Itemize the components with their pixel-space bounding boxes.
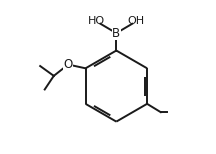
Text: HO: HO — [88, 16, 105, 26]
Text: B: B — [112, 27, 120, 40]
Text: O: O — [64, 58, 73, 71]
Text: OH: OH — [127, 16, 145, 26]
